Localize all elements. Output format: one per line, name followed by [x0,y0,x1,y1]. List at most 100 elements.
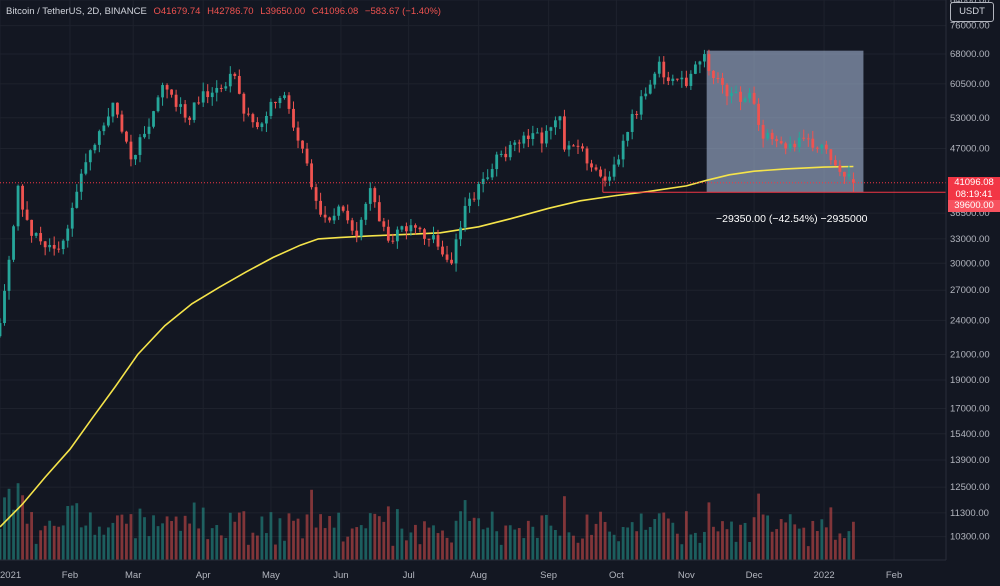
candle-body [752,92,756,104]
volume-bar [648,527,652,560]
volume-bar [278,518,282,560]
volume-bar [215,525,219,560]
candle-body [716,78,720,80]
candle-body [608,176,611,181]
volume-bar [400,528,404,560]
candle-body [675,78,679,80]
candle-body [684,77,688,86]
y-tick-label: 13900.00 [950,455,990,466]
volume-bar [779,519,783,560]
volume-bar [675,533,679,560]
candle-body [648,84,652,94]
volume-bar [820,519,824,560]
candle-body [707,54,711,71]
volume-bar [237,512,241,560]
y-tick-label: 10300.00 [950,532,990,543]
x-tick-label: 2021 [0,570,21,581]
volume-bar [770,531,774,560]
volume-bar [581,538,584,560]
volume-bar [730,521,733,560]
candle-body [120,114,124,132]
volume-bar [206,539,210,560]
volume-bar [662,512,666,560]
volume-bar [852,521,855,560]
volume-bar [125,523,128,560]
candle-body [531,133,535,139]
volume-bar [517,528,521,560]
x-tick-label: Nov [678,570,695,581]
volume-bar [585,514,589,560]
volume-bar [75,503,79,560]
x-tick-label: Feb [62,570,78,581]
volume-bar [84,525,88,560]
volume-bar [274,544,277,560]
candle-body [52,244,56,249]
candle-body [377,202,381,222]
candle-body [761,124,765,139]
candle-body [174,94,178,107]
volume-bar [165,516,169,560]
candle-body [689,73,693,86]
volume-bar [739,524,742,560]
volume-bar [70,505,74,560]
candle-body [395,229,399,242]
candle-body [111,102,115,117]
volume-bars [0,483,855,560]
candle-body [567,145,571,150]
candle-body [843,171,846,177]
candle-body [106,116,110,126]
volume-bar [698,542,702,560]
candle-body [459,227,462,240]
y-tick-label: 47000.00 [950,143,990,154]
volume-bar [712,526,715,560]
candle-body [626,131,630,141]
candle-body [734,91,738,94]
volume-bar [499,544,503,560]
y-tick-label: 15400.00 [950,429,990,440]
candle-body [179,104,183,107]
volume-bar [34,543,38,560]
y-tick-label: 21000.00 [950,349,990,360]
candle-body [554,120,557,128]
candle-body [134,154,137,160]
candle-body [725,84,729,97]
volume-bar [671,522,675,560]
moving-average [0,165,854,528]
volume-bar [364,528,368,560]
price-lines [0,178,946,193]
candle-body [39,233,43,242]
candle-body [228,73,232,87]
candle-body [472,198,476,200]
currency-button[interactable]: USDT [950,2,994,22]
candle-body [7,259,11,291]
volume-bar [391,545,395,560]
volume-bar [594,523,598,560]
candle-body [793,143,797,148]
candle-body [102,125,106,132]
volume-bar [296,518,300,560]
volume-bar [689,534,693,560]
candle-body [328,217,332,221]
volume-bar [490,511,494,560]
candle-body [730,93,733,97]
candle-body [30,219,34,236]
volume-bar [143,517,146,560]
volume-bar [522,538,526,560]
volume-bar [757,493,761,560]
volume-bar [283,540,286,560]
candle-body [21,185,24,210]
volume-bar [116,515,119,560]
volume-bar [829,507,833,560]
volume-bar [355,527,359,560]
volume-bar [183,515,187,560]
candle-body [838,165,842,172]
candle-body [161,85,164,98]
volume-bar [748,541,751,560]
candle-body [779,141,783,144]
volume-bar [129,514,133,560]
volume-bar [427,527,431,560]
candle-body [540,132,544,144]
y-tick-label: 17000.00 [950,403,990,414]
candle-body [12,226,15,260]
